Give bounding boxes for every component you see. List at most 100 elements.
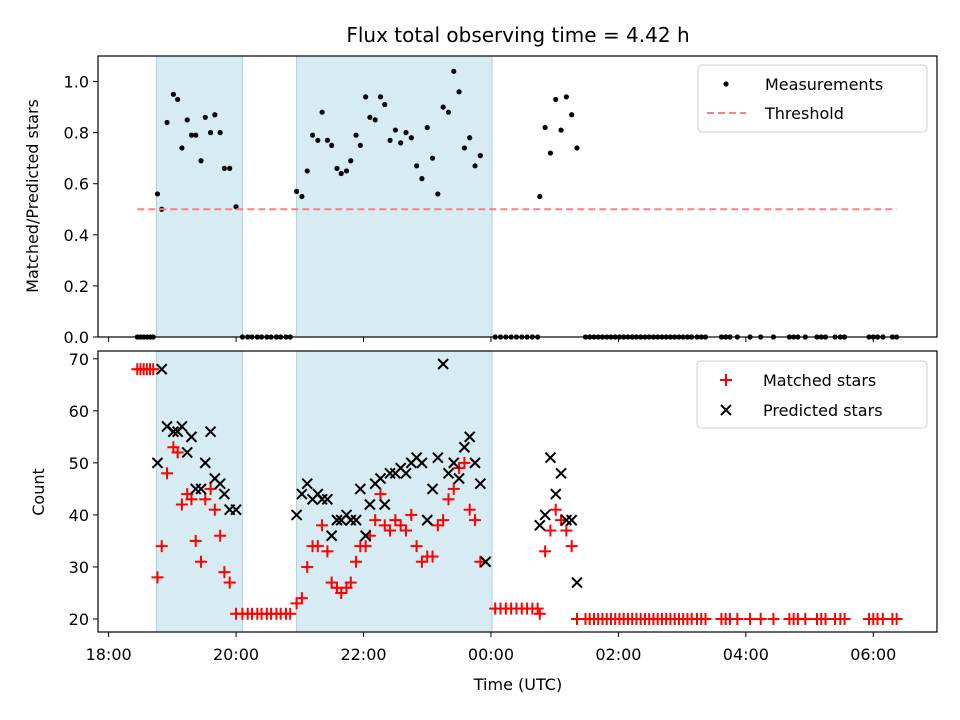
measurement-point: [547, 150, 554, 156]
x-tick-label: 20:00: [213, 645, 259, 664]
shaded-interval: [156, 55, 243, 338]
measurement-point: [537, 193, 543, 200]
matched-star-point: [560, 524, 573, 537]
matched-star-point: [208, 503, 221, 516]
matched-star-point: [410, 540, 423, 553]
predicted-star-point: [421, 514, 433, 526]
top-legend-box: [697, 64, 928, 133]
predicted-star-point: [230, 504, 242, 516]
matched-star-point: [469, 514, 482, 527]
matched-star-point: [155, 540, 168, 553]
measurement-point: [188, 132, 195, 138]
measurement-point: [353, 132, 359, 138]
predicted-star-point: [199, 457, 211, 469]
predicted-star-point: [437, 358, 449, 370]
measurement-point: [175, 96, 181, 103]
matched-star-point: [321, 545, 334, 558]
predicted-star-point: [185, 431, 198, 443]
predicted-star-point: [151, 457, 164, 469]
measurement-point: [299, 193, 305, 200]
matched-star-point: [544, 524, 557, 537]
predicted-star-point: [214, 477, 226, 490]
matched-star-point: [442, 493, 455, 506]
measurement-point: [553, 96, 559, 103]
measurement-point: [315, 137, 321, 143]
measurement-point: [304, 168, 310, 174]
shaded-interval: [296, 350, 493, 633]
bottom-x-ticks: 18:00 20:00 22:00 00:00 02:00 04:00 06:00: [86, 632, 896, 664]
matched-star-point: [378, 519, 391, 532]
matched-star-point: [699, 612, 712, 625]
predicted-star-point: [290, 509, 303, 521]
measurement-point: [424, 124, 430, 131]
bottom-legend: Matched stars Predicted stars: [696, 360, 928, 429]
bottom-y-axis-label: Count: [29, 468, 48, 516]
measurement-point: [414, 163, 420, 169]
bottom-panel: 20 30 40 50 60 70 18:00 20:00 22:00 00:00 02:00 04…: [29, 350, 938, 694]
predicted-star-point: [565, 514, 578, 526]
y-tick-label: 0.6: [64, 175, 89, 194]
legend-marker-matched: [720, 374, 732, 386]
legend-label-matched: Matched stars: [763, 371, 876, 390]
measurement-point: [334, 165, 340, 171]
matched-star-point: [767, 612, 780, 625]
matched-star-point: [175, 498, 188, 511]
matched-star-point: [890, 612, 903, 625]
bottom-shaded-intervals: [156, 350, 493, 633]
predicted-star-point: [195, 483, 207, 495]
y-tick-label: 30: [69, 558, 89, 577]
predicted-star-point: [448, 457, 460, 469]
measurement-point: [569, 112, 575, 118]
measurement-point: [363, 94, 369, 100]
matched-star-point: [447, 482, 460, 495]
measurement-point: [435, 191, 441, 197]
predicted-star-point: [544, 451, 557, 464]
matched-star-point: [284, 607, 297, 620]
bottom-plot-area: [131, 358, 903, 625]
measurement-point: [398, 140, 404, 146]
y-tick-label: 60: [69, 402, 89, 421]
y-tick-label: 0.8: [64, 124, 89, 143]
matched-star-point: [437, 514, 450, 527]
measurement-point: [440, 104, 446, 110]
measurement-point: [193, 132, 199, 138]
measurement-point: [184, 117, 190, 123]
matched-star-point: [171, 446, 184, 459]
measurement-point: [164, 119, 170, 126]
matched-star-point: [223, 576, 236, 589]
measurement-point: [382, 101, 388, 108]
measurement-point: [207, 130, 214, 136]
measurement-point: [309, 132, 316, 138]
matched-star-point: [394, 519, 407, 532]
measurement-point: [202, 114, 208, 120]
predicted-star-point: [479, 556, 492, 568]
predicted-star-point: [442, 467, 455, 479]
legend-label-measurements: Measurements: [765, 75, 883, 94]
predicted-star-point: [453, 472, 465, 485]
matched-star-point: [295, 592, 308, 605]
matched-star-point: [533, 607, 546, 620]
predicted-star-point: [301, 477, 313, 490]
predicted-star-point: [296, 488, 308, 500]
legend-label-predicted: Predicted stars: [763, 401, 883, 420]
matched-star-point: [531, 602, 544, 615]
matched-star-point: [384, 524, 397, 537]
measurement-point: [574, 145, 580, 151]
top-shaded-intervals: [156, 55, 493, 338]
x-tick-label: 18:00: [86, 645, 132, 664]
measurement-point: [563, 94, 569, 100]
matched-star-point: [731, 612, 744, 625]
matched-star-point: [431, 519, 444, 532]
matched-star-point: [147, 363, 160, 376]
chart-title: Flux total observing time = 4.42 h: [346, 23, 689, 47]
matched-star-point: [374, 488, 387, 501]
matched-star-point: [359, 540, 372, 553]
matched-star-point: [426, 550, 439, 563]
x-tick-label: 04:00: [723, 645, 769, 664]
measurement-point: [293, 188, 300, 194]
matched-star-point: [405, 508, 418, 521]
top-y-axis-label: Matched/Predicted stars: [23, 99, 42, 293]
measurement-point: [558, 127, 564, 133]
x-tick-label: 22:00: [340, 645, 386, 664]
